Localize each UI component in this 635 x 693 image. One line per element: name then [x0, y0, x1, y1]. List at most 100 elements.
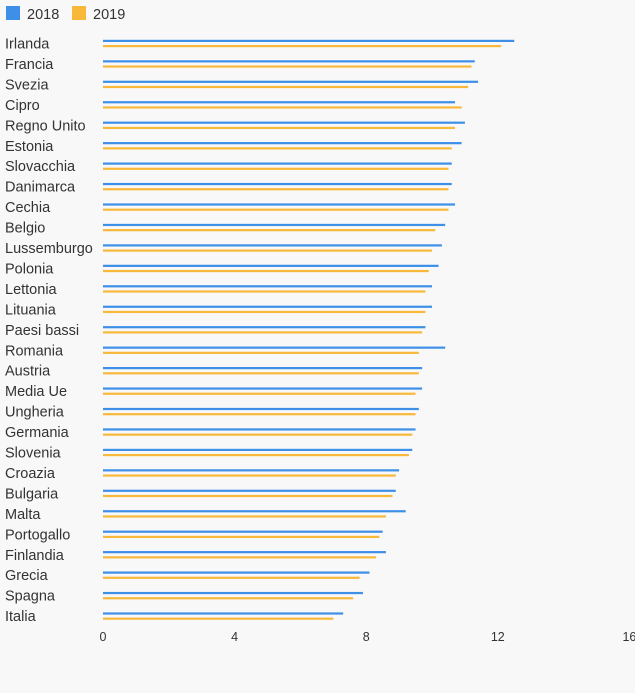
category-label-germania: Germania	[5, 425, 70, 441]
bar-austria-2019[interactable]	[103, 372, 419, 375]
bar-italia-2019[interactable]	[103, 617, 334, 620]
legend-swatch-2018	[6, 6, 20, 20]
category-label-regno-unito: Regno Unito	[5, 118, 86, 134]
bar-irlanda-2018[interactable]	[103, 39, 515, 42]
x-tick-label-4: 4	[231, 630, 238, 644]
bar-slovacchia-2019[interactable]	[103, 167, 449, 170]
category-label-romania: Romania	[5, 343, 64, 359]
bar-romania-2018[interactable]	[103, 346, 446, 349]
plot-area: Irlanda Francia Svezia Cipro Regno Unito Esto…	[5, 37, 515, 625]
x-tick-label-8: 8	[363, 630, 370, 644]
legend: 2018 2019	[6, 6, 125, 23]
category-label-spagna: Spagna	[5, 589, 56, 605]
bar-italia-2018[interactable]	[103, 612, 344, 615]
category-label-slovacchia: Slovacchia	[5, 159, 76, 175]
category-label-lettonia: Lettonia	[5, 282, 58, 298]
category-label-ungheria: Ungheria	[5, 405, 65, 421]
bar-ungheria-2018[interactable]	[103, 407, 419, 411]
category-label-austria: Austria	[5, 364, 51, 380]
category-label-irlanda: Irlanda	[5, 37, 50, 53]
bar-lituania-2018[interactable]	[103, 305, 432, 308]
bar-cipro-2018[interactable]	[103, 101, 456, 104]
bar-lussemburgo-2019[interactable]	[103, 249, 432, 252]
x-tick-label-12: 12	[491, 630, 505, 644]
bar-malta-2018[interactable]	[103, 510, 406, 513]
bar-regno-unito-2018[interactable]	[103, 121, 465, 124]
category-label-polonia: Polonia	[5, 261, 54, 277]
bar-bulgaria-2019[interactable]	[103, 494, 393, 498]
bar-slovacchia-2018[interactable]	[103, 162, 452, 165]
bar-cipro-2019[interactable]	[103, 106, 462, 109]
bar-cechia-2019[interactable]	[103, 208, 449, 211]
category-label-lussemburgo: Lussemburgo	[5, 241, 93, 257]
category-label-portogallo: Portogallo	[5, 527, 70, 543]
bar-portogallo-2019[interactable]	[103, 535, 380, 538]
bar-germania-2019[interactable]	[103, 433, 413, 436]
category-label-paesi-bassi: Paesi bassi	[5, 323, 79, 339]
category-label-cipro: Cipro	[5, 98, 40, 114]
bar-svezia-2019[interactable]	[103, 85, 469, 89]
legend-item-2019[interactable]: 2019	[72, 6, 125, 23]
bar-polonia-2018[interactable]	[103, 264, 439, 267]
category-label-francia: Francia	[5, 57, 54, 73]
category-label-croazia: Croazia	[5, 466, 56, 482]
bar-ungheria-2019[interactable]	[103, 413, 416, 416]
bar-finlandia-2019[interactable]	[103, 556, 377, 559]
bar-portogallo-2018[interactable]	[103, 530, 383, 533]
bar-paesi-bassi-2018[interactable]	[103, 326, 426, 329]
bar-spagna-2019[interactable]	[103, 597, 354, 600]
category-label-grecia: Grecia	[5, 568, 49, 584]
category-label-slovenia: Slovenia	[5, 446, 62, 462]
legend-swatch-2019	[72, 6, 86, 20]
category-label-finlandia: Finlandia	[5, 548, 65, 564]
legend-item-2018[interactable]: 2018	[6, 6, 59, 23]
bar-francia-2019[interactable]	[103, 65, 472, 68]
bar-paesi-bassi-2019[interactable]	[103, 331, 423, 334]
bar-spagna-2018[interactable]	[103, 591, 363, 595]
bar-slovenia-2018[interactable]	[103, 448, 413, 451]
category-label-svezia: Svezia	[5, 77, 49, 93]
bar-slovenia-2019[interactable]	[103, 454, 409, 457]
bar-media-ue-2019[interactable]	[103, 392, 416, 395]
bar-croazia-2018[interactable]	[103, 469, 400, 472]
x-tick-label-16: 16	[622, 630, 635, 644]
bar-germania-2018[interactable]	[103, 428, 416, 431]
category-label-malta: Malta	[5, 507, 41, 523]
bar-croazia-2019[interactable]	[103, 474, 396, 477]
bar-belgio-2019[interactable]	[103, 229, 436, 232]
bar-finlandia-2018[interactable]	[103, 551, 386, 554]
category-label-cechia: Cechia	[5, 200, 51, 216]
bar-austria-2018[interactable]	[103, 367, 423, 370]
bar-media-ue-2018[interactable]	[103, 387, 423, 390]
bar-polonia-2019[interactable]	[103, 269, 429, 273]
bar-svezia-2018[interactable]	[103, 80, 479, 83]
bar-bulgaria-2018[interactable]	[103, 489, 396, 492]
bar-cechia-2018[interactable]	[103, 203, 456, 206]
category-label-belgio: Belgio	[5, 221, 45, 237]
category-label-italia: Italia	[5, 609, 37, 625]
bar-estonia-2019[interactable]	[103, 147, 452, 150]
bar-lettonia-2019[interactable]	[103, 290, 426, 293]
bar-lettonia-2018[interactable]	[103, 285, 432, 288]
category-label-bulgaria: Bulgaria	[5, 486, 59, 502]
bar-belgio-2018[interactable]	[103, 223, 446, 227]
bar-francia-2018[interactable]	[103, 60, 475, 63]
bar-danimarca-2018[interactable]	[103, 182, 452, 186]
legend-label-2019: 2019	[93, 7, 125, 23]
bar-malta-2019[interactable]	[103, 515, 386, 518]
bar-estonia-2018[interactable]	[103, 142, 462, 145]
bar-grecia-2019[interactable]	[103, 576, 360, 579]
bar-irlanda-2019[interactable]	[103, 45, 502, 48]
bar-regno-unito-2019[interactable]	[103, 126, 456, 129]
category-label-media-ue: Media Ue	[5, 384, 67, 400]
bar-danimarca-2019[interactable]	[103, 188, 449, 191]
category-label-danimarca: Danimarca	[5, 180, 76, 196]
bar-romania-2019[interactable]	[103, 351, 419, 354]
legend-label-2018: 2018	[27, 7, 59, 23]
bar-grecia-2018[interactable]	[103, 571, 370, 574]
x-tick-label-0: 0	[100, 630, 107, 644]
bar-lussemburgo-2018[interactable]	[103, 244, 442, 247]
bar-lituania-2019[interactable]	[103, 310, 426, 314]
